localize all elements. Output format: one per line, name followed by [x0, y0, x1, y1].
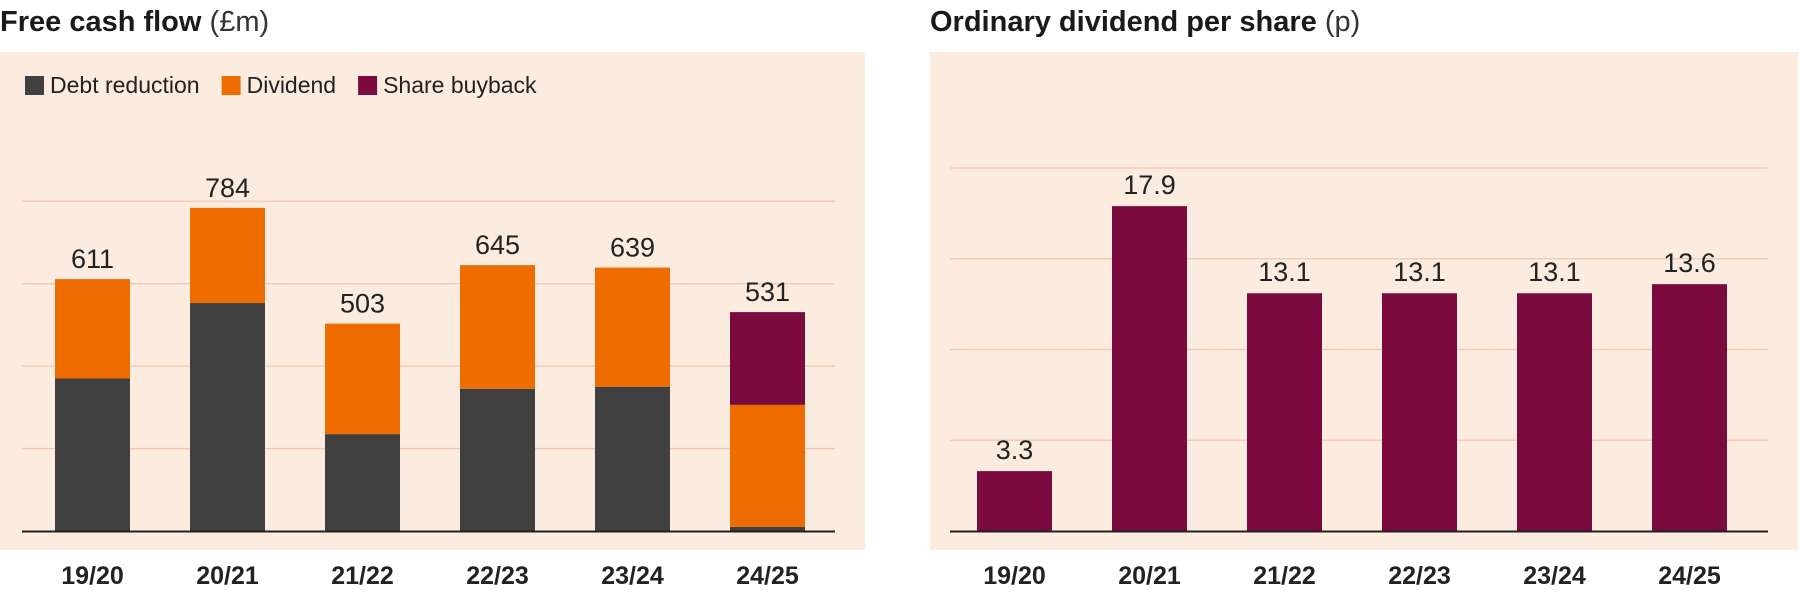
chart-unit: (p): [1324, 6, 1361, 38]
legend-swatch: [25, 76, 44, 95]
free-cash-flow-title: Free cash flow (£m): [0, 2, 269, 46]
bar-segment: [730, 526, 805, 531]
dividend-per-share-chart: 3.3 19/20 17.9 20/21 13.1 21/22 13.1 22/23 13.1 2…: [950, 167, 1768, 590]
bar-segment: [595, 386, 670, 531]
chart-title: Ordinary dividend per share: [930, 6, 1317, 38]
bar-segment: [460, 388, 535, 531]
data-label: 13.1: [1393, 257, 1446, 287]
x-tick-label: 24/25: [736, 562, 799, 590]
legend-swatch: [221, 76, 241, 95]
dividend-per-share-panel: Ordinary dividend per share (p) 3.3 19/20…: [930, 0, 1798, 616]
legend-label: Dividend: [247, 72, 337, 98]
legend-label: Share buyback: [383, 72, 537, 98]
data-label: 784: [205, 173, 250, 203]
x-tick-label: 19/20: [61, 562, 124, 590]
legend-swatch: [358, 76, 378, 95]
data-label: 639: [610, 233, 655, 263]
bar: [1112, 206, 1187, 532]
bar-segment: [730, 404, 805, 527]
data-label: 13.1: [1528, 257, 1581, 287]
data-label: 503: [340, 289, 385, 319]
chart-background: [0, 52, 865, 550]
data-label: 3.3: [996, 435, 1034, 465]
free-cash-flow-panel: Free cash flow (£m) Debt reduction Divide…: [0, 0, 865, 616]
bar-segment: [460, 265, 535, 389]
data-label: 13.1: [1258, 257, 1311, 287]
bar-segment: [325, 434, 400, 531]
bar: [977, 471, 1052, 531]
bar-segment: [325, 323, 400, 435]
data-label: 17.9: [1123, 170, 1176, 200]
free-cash-flow-chart: Debt reduction Dividend Share buyback 611 19…: [22, 72, 835, 590]
x-tick-label: 20/21: [1118, 562, 1181, 590]
bar-segment: [730, 312, 805, 405]
bar: [1247, 293, 1322, 531]
data-label: 645: [475, 230, 520, 260]
bar-segment: [55, 378, 130, 531]
x-tick-label: 24/25: [1658, 562, 1721, 590]
data-label: 531: [745, 277, 790, 307]
chart-title: Free cash flow: [0, 6, 202, 38]
legend-label: Debt reduction: [50, 72, 200, 98]
x-tick-label: 21/22: [1253, 562, 1316, 590]
bar-segment: [55, 279, 130, 379]
x-tick-label: 23/24: [601, 562, 664, 590]
bar: [1382, 293, 1457, 531]
bar: [1517, 293, 1592, 531]
chart-unit: (£m): [209, 6, 270, 38]
data-label: 13.6: [1663, 248, 1716, 278]
x-tick-label: 20/21: [196, 562, 259, 590]
bar-segment: [190, 303, 265, 531]
dividend-per-share-title: Ordinary dividend per share (p): [930, 2, 1360, 46]
bar: [1652, 284, 1727, 531]
x-tick-label: 22/23: [466, 562, 529, 590]
bar-segment: [595, 267, 670, 387]
data-label: 611: [71, 244, 114, 274]
x-tick-label: 19/20: [983, 562, 1046, 590]
bar-segment: [190, 207, 265, 304]
x-tick-label: 23/24: [1523, 562, 1586, 590]
x-tick-label: 22/23: [1388, 562, 1451, 590]
x-tick-label: 21/22: [331, 562, 394, 590]
